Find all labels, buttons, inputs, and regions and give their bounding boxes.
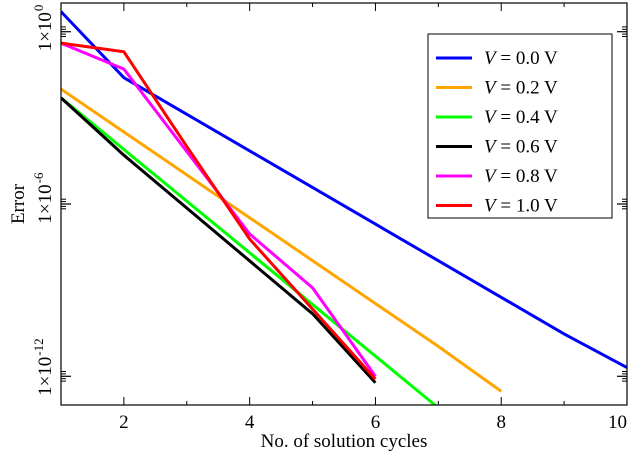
y-tick-label-base: 1×10 (35, 357, 56, 396)
y-tick-label-base: 1×10 (35, 184, 56, 223)
x-tick-label: 8 (496, 412, 506, 433)
series-layer (61, 10, 627, 405)
legend-rest: = 1.0 V (496, 196, 558, 217)
y-tick-label-exponent: -6 (31, 172, 46, 183)
x-axis-title: No. of solution cycles (261, 431, 428, 452)
x-tick-label: 6 (371, 412, 381, 433)
x-tick-label: 2 (119, 412, 129, 433)
x-tick-label: 10 (608, 412, 627, 433)
legend-rest: = 0.4 V (496, 107, 558, 128)
legend-var: V (484, 137, 498, 158)
series-line-0 (61, 10, 627, 369)
legend-var: V (484, 166, 498, 187)
legend-label-4: V = 0.8 V (484, 166, 558, 187)
legend-rest: = 0.6 V (496, 137, 558, 158)
legend-label-5: V = 1.0 V (484, 196, 558, 217)
y-axis-title: Error (8, 183, 29, 224)
series-line-1 (61, 87, 503, 393)
legend-box (427, 33, 613, 219)
legend-var: V (484, 196, 498, 217)
legend-rest: = 0.2 V (496, 78, 558, 99)
x-tick-label: 4 (245, 412, 255, 433)
y-tick-label-exponent: -12 (31, 338, 46, 355)
legend-var: V (484, 107, 498, 128)
series-line-5 (61, 41, 377, 381)
legend-rest: = 0.8 V (496, 166, 558, 187)
y-tick-label: 1×10-6 (31, 172, 56, 224)
legend-rest: = 0.0 V (496, 48, 558, 69)
y-tick-label-base: 1×10 (35, 12, 56, 51)
legend-var: V (484, 48, 498, 69)
series-line-3 (61, 96, 377, 384)
series-line-2 (61, 96, 438, 405)
y-tick-label: 1×100 (31, 5, 56, 52)
series-line-4 (61, 41, 377, 378)
legend: V = 0.0 VV = 0.2 VV = 0.4 VV = 0.6 VV = … (427, 33, 613, 219)
legend-label-2: V = 0.4 V (484, 107, 558, 128)
y-tick-label-exponent: 0 (31, 5, 46, 12)
y-tick-label: 1×10 -12 (31, 338, 56, 396)
legend-label-0: V = 0.0 V (484, 48, 558, 69)
legend-label-3: V = 0.6 V (484, 137, 558, 158)
legend-label-1: V = 0.2 V (484, 78, 558, 99)
legend-var: V (484, 78, 498, 99)
